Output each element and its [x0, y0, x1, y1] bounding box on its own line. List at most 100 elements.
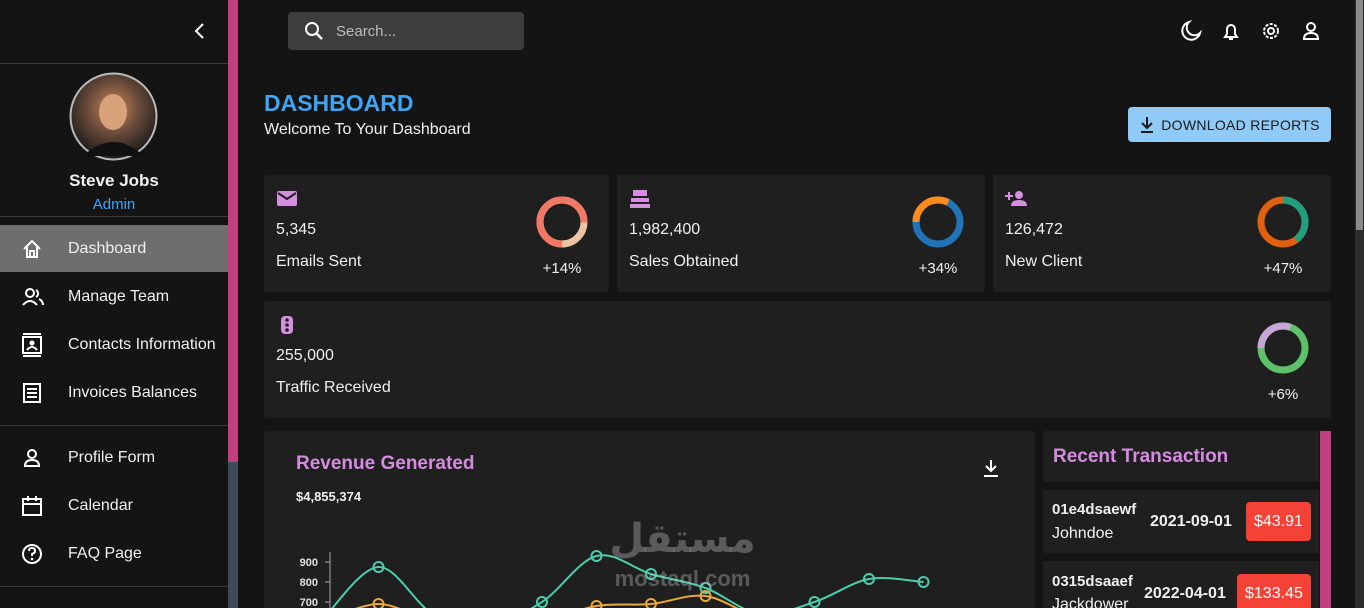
- user-role: Admin: [92, 196, 136, 213]
- progress-ring: [1257, 196, 1309, 248]
- line-chart: 700 800 900: [300, 550, 930, 608]
- scrollbar-thumb[interactable]: [228, 0, 238, 462]
- watermark: مستقل: [609, 517, 756, 561]
- button-label: DOWNLOAD REPORTS: [1161, 116, 1320, 133]
- settings[interactable]: [1263, 23, 1279, 39]
- header-icons: [1181, 20, 1320, 41]
- point: [372, 598, 385, 608]
- icon: [22, 543, 42, 564]
- nav-label: Calendar: [68, 496, 133, 514]
- stat-value: 126,472: [1005, 221, 1063, 238]
- stat-change: +34%: [918, 260, 958, 277]
- nav-label: Dashboard: [68, 239, 147, 257]
- progress-ring: [536, 196, 588, 248]
- icon: [1005, 191, 1027, 206]
- icon: [23, 239, 41, 258]
- progress-ring: [1257, 322, 1309, 374]
- nav-item[interactable]: Invoices Balances: [0, 369, 228, 416]
- stat-change: +14%: [542, 260, 582, 277]
- page-title: DASHBOARD: [264, 90, 414, 116]
- point: [590, 600, 603, 608]
- search-placeholder: Search...: [336, 23, 397, 40]
- point: [699, 590, 712, 602]
- point: [590, 550, 603, 562]
- icon: [23, 448, 41, 467]
- point: [645, 568, 657, 580]
- nav-item[interactable]: Calendar: [0, 482, 228, 529]
- sidebar: Steve Jobs Admin Dashboard Manage Team C…: [0, 0, 228, 608]
- notifications[interactable]: [1223, 24, 1239, 40]
- download-icon[interactable]: [982, 459, 1000, 479]
- nav-item[interactable]: Manage Team: [0, 273, 228, 320]
- icon: [630, 190, 650, 208]
- stat-label: New Client: [1005, 253, 1083, 270]
- nav-item[interactable]: Profile Form: [0, 434, 228, 481]
- icon: [1141, 116, 1154, 133]
- transactions-title: Recent Transaction: [1053, 446, 1229, 467]
- revenue-card: Revenue Generated $4,855,374 700 800 900: [264, 431, 1035, 608]
- progress-ring: [912, 196, 964, 248]
- transaction-user: Jackdower: [1052, 596, 1129, 608]
- transaction-cost: $133.45: [1237, 574, 1311, 608]
- user-name: Steve Jobs: [69, 171, 159, 190]
- divider: [0, 586, 228, 587]
- search-box[interactable]: Search...: [288, 12, 524, 50]
- icon: [277, 191, 297, 206]
- y-tick-label: 700: [300, 597, 318, 608]
- line: [331, 554, 924, 608]
- nav-item[interactable]: Contacts Information: [0, 321, 228, 368]
- watermark: mostaql.com: [614, 566, 751, 591]
- stat-card: 1,982,400 Sales Obtained +34%: [617, 175, 985, 292]
- y-tick-label: 900: [300, 557, 318, 569]
- theme-toggle[interactable]: [1181, 20, 1202, 41]
- nav-label: FAQ Page: [68, 544, 142, 562]
- stat-card: 5,345 Emails Sent +14%: [264, 175, 609, 292]
- line: [355, 594, 739, 608]
- revenue-amount: $4,855,374: [296, 489, 362, 504]
- stat-value: 5,345: [276, 221, 317, 238]
- scrollbar-thumb[interactable]: [1356, 0, 1363, 230]
- search-icon: [305, 22, 323, 40]
- stat-card: 126,472 New Client +47%: [993, 175, 1331, 292]
- point: [536, 596, 548, 608]
- nav-item[interactable]: Dashboard: [0, 225, 228, 272]
- point: [808, 596, 821, 608]
- avatar: [69, 72, 158, 161]
- download-button[interactable]: DOWNLOAD REPORTS: [1128, 107, 1331, 142]
- transactions-header: Recent Transaction: [1043, 431, 1319, 482]
- transaction-date: 2022-04-01: [1144, 585, 1226, 602]
- transaction-date: 2021-09-01: [1150, 513, 1232, 530]
- transaction-id: 0315dsaaef: [1052, 573, 1133, 590]
- nav-label: Manage Team: [68, 287, 170, 305]
- point: [863, 573, 875, 585]
- stat-label: Traffic Received: [276, 379, 391, 396]
- profile[interactable]: [1302, 22, 1320, 40]
- stat-label: Emails Sent: [276, 253, 362, 270]
- page-subtitle: Welcome To Your Dashboard: [264, 121, 471, 138]
- stat-change: +47%: [1263, 260, 1303, 277]
- page-scrollbar[interactable]: [1355, 0, 1364, 608]
- icon: [281, 316, 293, 334]
- transaction-row: 0315dsaaef Jackdower 2022-04-01 $133.45: [1043, 561, 1319, 608]
- stat-change: +6%: [1267, 386, 1299, 403]
- divider: [0, 216, 228, 217]
- collapse-button[interactable]: [192, 22, 208, 40]
- nav-item[interactable]: FAQ Page: [0, 530, 228, 577]
- transactions-scrollbar[interactable]: [1320, 431, 1331, 608]
- transaction-cost: $43.91: [1246, 502, 1311, 541]
- revenue-title: Revenue Generated: [296, 453, 475, 474]
- icon: [22, 495, 42, 516]
- nav-label: Invoices Balances: [68, 383, 197, 401]
- point: [645, 598, 657, 608]
- divider: [0, 63, 228, 64]
- transaction-row: 01e4dsaewf Johndoe 2021-09-01 $43.91: [1043, 490, 1319, 553]
- icon: [22, 287, 44, 306]
- point: [917, 576, 930, 588]
- nav-label: Profile Form: [68, 448, 156, 466]
- stat-value: 255,000: [276, 347, 334, 364]
- transaction-user: Johndoe: [1052, 525, 1114, 542]
- point: [372, 561, 385, 573]
- point: [699, 582, 712, 594]
- icon: [23, 382, 41, 403]
